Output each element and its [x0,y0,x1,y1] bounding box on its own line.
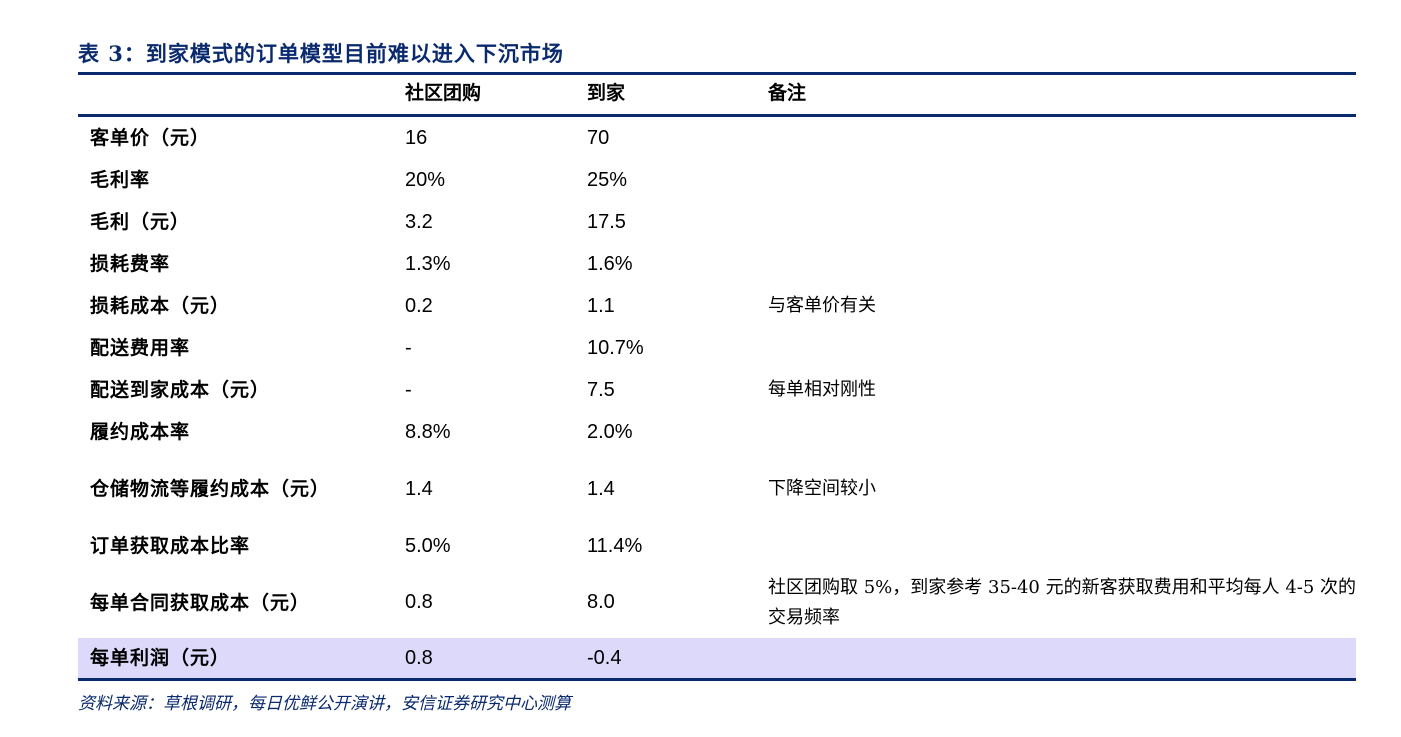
to-home-value: 1.1 [587,294,615,317]
table-row: 毛利（元） 3.2 17.5 [78,201,1356,243]
community-group-value: 0.2 [405,294,433,317]
to-home-value: 70 [587,126,610,149]
remark-text: 社区团购取 5%，到家参考 35-40 元的新客获取费用和平均每人 4-5 次的… [768,576,1357,628]
community-group-value: 16 [405,126,428,149]
table-row: 履约成本率 8.8% 2.0% [78,411,1356,453]
remark-text: 下降空间较小 [768,478,876,499]
to-home-value: 7.5 [587,378,615,401]
remark-text [768,117,1358,159]
remark-text [768,201,1358,243]
row-label: 履约成本率 [90,421,191,443]
community-group-value: 5.0% [405,534,451,557]
to-home-value: 10.7% [587,336,644,359]
remark-text [768,159,1358,201]
community-group-value: 1.4 [405,477,433,500]
to-home-value: 8.0 [587,591,615,613]
row-label: 毛利（元） [90,211,191,233]
row-label: 毛利率 [90,169,151,191]
header-remarks: 备注 [768,82,807,104]
bottom-rule [78,678,1356,681]
remark-text: 每单相对刚性 [768,379,876,400]
header-community-group-buying: 社区团购 [405,82,482,104]
row-label: 每单合同获取成本（元） [90,591,311,614]
row-label: 损耗成本（元） [90,295,231,317]
row-label: 损耗费率 [90,253,171,275]
row-label: 配送费用率 [90,337,191,359]
remark-text: 与客单价有关 [768,295,876,316]
remark-text [768,411,1358,453]
community-group-value: 0.8 [405,591,433,613]
table-row: 仓储物流等履约成本（元） 1.4 1.4 下降空间较小 [78,453,1356,525]
source-note: 资料来源：草根调研，每日优鲜公开演讲，安信证券研究中心测算 [78,694,571,714]
row-label: 订单获取成本比率 [90,535,251,557]
row-label: 每单利润（元） [90,647,231,669]
table-row: 客单价（元） 16 70 [78,117,1356,159]
to-home-value: 11.4% [587,534,643,557]
community-group-value: - [405,336,412,359]
remark-text [768,243,1358,285]
community-group-value: 1.3% [405,252,451,275]
remark-text [768,638,1358,678]
community-group-value: 3.2 [405,210,433,233]
table-row: 损耗成本（元） 0.2 1.1 与客单价有关 [78,285,1356,327]
remark-text [768,525,1358,567]
to-home-value: 25% [587,168,628,191]
row-label: 客单价（元） [90,127,211,149]
table-row: 配送到家成本（元） - 7.5 每单相对刚性 [78,369,1356,411]
row-label: 仓储物流等履约成本（元） [90,478,331,500]
header-rule [78,114,1356,117]
header-to-home: 到家 [587,82,626,104]
to-home-value: 2.0% [587,420,633,443]
row-label: 配送到家成本（元） [90,379,271,401]
to-home-value: 17.5 [587,210,626,233]
to-home-value: 1.6% [587,252,633,275]
community-group-value: 8.8% [405,420,451,443]
remark-text [768,327,1358,369]
table-row: 毛利率 20% 25% [78,159,1356,201]
table-row: 订单获取成本比率 5.0% 11.4% [78,525,1356,567]
to-home-value: 1.4 [587,477,615,500]
community-group-value: 20% [405,168,446,191]
to-home-value: -0.4 [587,646,622,669]
community-group-value: - [405,378,412,401]
table-row: 配送费用率 - 10.7% [78,327,1356,369]
top-rule [78,72,1356,75]
table-row: 每单利润（元） 0.8 -0.4 [78,638,1356,678]
table-row: 每单合同获取成本（元） 0.8 8.0 社区团购取 5%，到家参考 35-40 元的新… [78,567,1356,638]
table-title: 表 3：到家模式的订单模型目前难以进入下沉市场 [78,41,564,66]
table-row: 损耗费率 1.3% 1.6% [78,243,1356,285]
community-group-value: 0.8 [405,646,433,669]
